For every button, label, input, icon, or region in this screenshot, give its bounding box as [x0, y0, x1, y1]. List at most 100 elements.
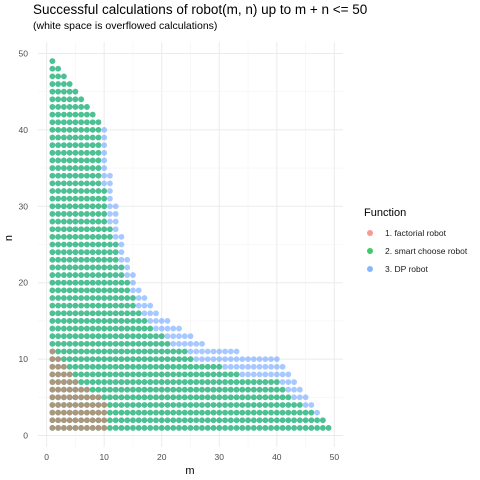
data-point: [210, 371, 217, 378]
data-point: [89, 126, 96, 133]
y-tick-label: 30: [19, 201, 29, 211]
data-point: [95, 149, 102, 156]
data-point: [66, 188, 73, 194]
y-tick-label: 0: [23, 431, 28, 441]
data-point: [273, 379, 280, 385]
data-point: [107, 333, 113, 340]
data-point: [285, 371, 292, 378]
data-point: [49, 218, 56, 225]
data-point: [273, 356, 280, 363]
data-point: [66, 264, 73, 271]
data-point: [84, 203, 90, 210]
data-point: [164, 379, 171, 385]
data-point: [112, 302, 119, 309]
data-point: [78, 417, 85, 424]
data-point: [130, 310, 136, 317]
data-point: [124, 302, 131, 309]
data-point: [268, 379, 274, 385]
data-point: [60, 119, 67, 126]
data-point: [204, 424, 211, 431]
data-point: [60, 149, 67, 156]
data-point: [176, 356, 182, 363]
data-point: [84, 226, 90, 233]
data-point: [124, 318, 131, 324]
data-point: [49, 211, 56, 217]
data-point: [49, 119, 56, 126]
data-point: [256, 402, 263, 408]
data-point: [89, 264, 96, 271]
data-point: [118, 371, 125, 378]
data-point: [101, 165, 108, 171]
data-point: [147, 325, 154, 332]
data-point: [204, 417, 211, 424]
data-point: [78, 172, 85, 179]
data-point: [84, 318, 90, 324]
data-point: [250, 386, 257, 393]
data-point: [49, 149, 56, 156]
data-point: [187, 402, 194, 408]
data-point: [256, 356, 263, 363]
data-point: [112, 417, 119, 424]
data-point: [112, 424, 119, 431]
data-points: [49, 58, 332, 431]
data-point: [72, 295, 79, 301]
data-point: [118, 333, 125, 340]
data-point: [210, 386, 217, 393]
data-point: [181, 371, 188, 378]
data-point: [216, 409, 223, 416]
data-point: [89, 134, 96, 141]
data-point: [89, 149, 96, 156]
data-point: [164, 348, 171, 355]
data-point: [147, 394, 154, 401]
data-point: [72, 226, 79, 233]
data-point: [66, 333, 73, 340]
data-point: [84, 157, 90, 164]
data-point: [55, 188, 62, 194]
data-point: [153, 371, 159, 378]
data-point: [135, 386, 142, 393]
data-point: [141, 310, 148, 317]
data-point: [130, 379, 136, 385]
data-point: [60, 264, 67, 271]
data-point: [49, 379, 56, 385]
data-point: [84, 325, 90, 332]
y-tick-label: 50: [19, 48, 29, 58]
data-point: [89, 188, 96, 194]
data-point: [78, 119, 85, 126]
data-point: [107, 379, 113, 385]
data-point: [245, 363, 251, 370]
data-point: [89, 394, 96, 401]
data-point: [181, 379, 188, 385]
data-point: [141, 371, 148, 378]
data-point: [84, 149, 90, 156]
data-point: [78, 142, 85, 149]
data-point: [135, 295, 142, 301]
data-point: [101, 226, 108, 233]
data-point: [158, 402, 165, 408]
data-point: [60, 134, 67, 141]
data-point: [302, 394, 309, 401]
data-point: [89, 295, 96, 301]
data-point: [95, 295, 102, 301]
data-point: [118, 348, 125, 355]
data-point: [49, 180, 56, 187]
data-point: [78, 402, 85, 408]
data-point: [187, 348, 194, 355]
data-point: [95, 394, 102, 401]
data-point: [176, 409, 182, 416]
data-point: [107, 180, 113, 187]
data-point: [72, 142, 79, 149]
data-point: [112, 226, 119, 233]
data-point: [233, 409, 240, 416]
data-point: [55, 157, 62, 164]
data-point: [135, 402, 142, 408]
data-point: [135, 424, 142, 431]
data-point: [124, 356, 131, 363]
data-point: [124, 279, 131, 286]
data-point: [84, 172, 90, 179]
data-point: [66, 203, 73, 210]
data-point: [118, 249, 125, 256]
data-point: [164, 363, 171, 370]
data-point: [256, 386, 263, 393]
